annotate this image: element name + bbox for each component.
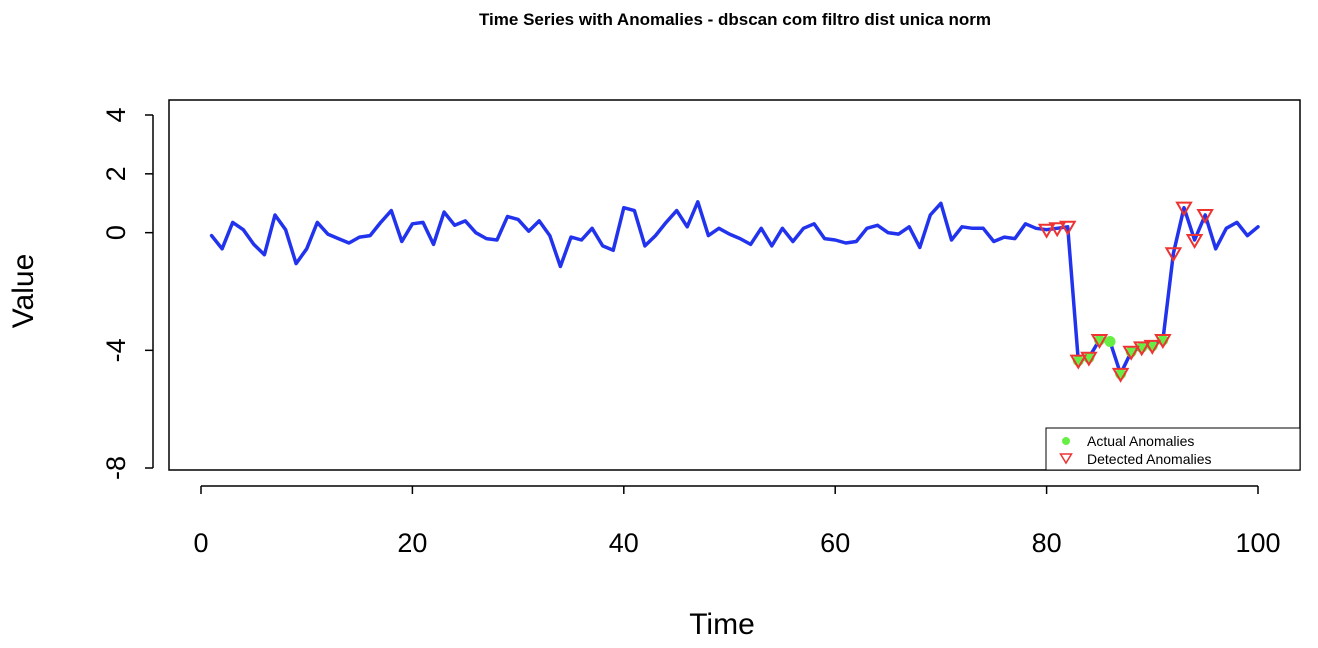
detected-anomaly-point: [1122, 345, 1140, 361]
detected-anomaly-point: [1175, 201, 1193, 217]
y-tick-label: 0: [101, 225, 131, 240]
y-tick-label: 2: [101, 166, 131, 181]
detected-anomaly-point: [1111, 367, 1130, 383]
detected-anomaly-point: [1048, 222, 1066, 238]
y-axis: -8 -4 0 2 4: [101, 107, 154, 480]
x-tick-label: 40: [609, 528, 639, 558]
x-tick-label: 60: [820, 528, 850, 558]
x-tick-label: 0: [193, 528, 208, 558]
detected-anomaly-point: [1164, 247, 1183, 263]
legend: Actual Anomalies Detected Anomalies: [1045, 427, 1301, 471]
detected-anomaly-point: [1154, 334, 1172, 350]
x-tick-label: 80: [1032, 528, 1062, 558]
detected-anomaly-points: [1037, 201, 1214, 383]
legend-actual-marker: [1062, 437, 1070, 445]
y-tick-label: 4: [101, 107, 131, 122]
legend-detected-marker: [1059, 453, 1073, 465]
x-tick-label: 100: [1235, 528, 1280, 558]
legend-box: [1045, 427, 1301, 471]
detected-anomaly-point: [1080, 351, 1098, 367]
legend-actual-label: Actual Anomalies: [1087, 433, 1194, 449]
chart-title: Time Series with Anomalies - dbscan com …: [479, 10, 991, 29]
detected-anomaly-point: [1185, 234, 1204, 250]
series-line: [209, 200, 1260, 376]
y-axis-label: Value: [7, 254, 40, 329]
x-tick-label: 20: [397, 528, 427, 558]
detected-anomaly-point: [1037, 223, 1056, 239]
detected-anomaly-point: [1196, 209, 1214, 225]
detected-anomaly-point: [1069, 354, 1088, 370]
actual-anomaly-point: [1104, 336, 1116, 348]
detected-anomaly-point: [1143, 339, 1162, 355]
x-axis: 0 20 40 60 80 100: [193, 485, 1281, 558]
y-tick-label: -8: [101, 456, 131, 480]
detected-anomaly-point: [1132, 341, 1151, 357]
legend-detected-label: Detected Anomalies: [1087, 451, 1212, 467]
plot-frame: [168, 99, 1301, 471]
detected-anomaly-point: [1058, 220, 1077, 236]
detected-anomaly-point: [1090, 334, 1109, 350]
x-axis-label: Time: [689, 608, 755, 641]
y-tick-label: -4: [101, 338, 131, 362]
